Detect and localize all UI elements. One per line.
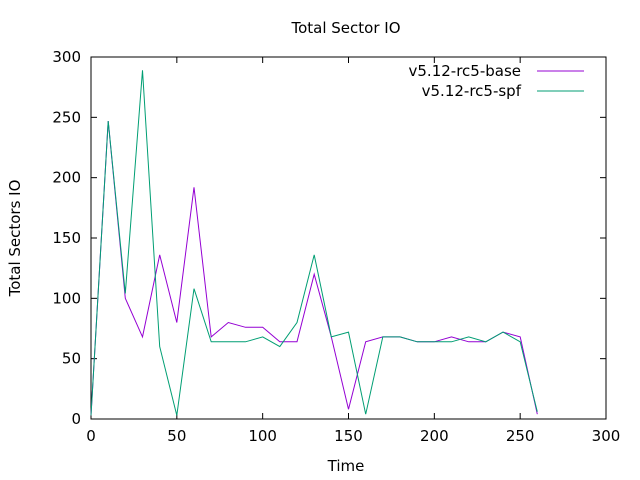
- series-line-2: [90, 70, 538, 416]
- x-tick-label: 0: [86, 427, 96, 445]
- x-tick-label: 250: [506, 427, 535, 445]
- y-tick-label: 50: [62, 350, 81, 368]
- y-tick-label: 0: [71, 410, 81, 428]
- y-tick-label: 150: [52, 229, 81, 247]
- chart-title: Total Sector IO: [290, 19, 400, 37]
- y-tick-label: 250: [52, 108, 81, 126]
- legend-label-2: v5.12-rc5-spf: [422, 82, 522, 100]
- x-tick-label: 100: [248, 427, 277, 445]
- series-layer: [90, 70, 538, 416]
- legend-label-1: v5.12-rc5-base: [409, 62, 522, 80]
- x-axis-label: Time: [327, 457, 365, 475]
- y-tick-label: 200: [52, 169, 81, 187]
- x-tick-label: 50: [167, 427, 186, 445]
- series-line-1: [90, 120, 538, 416]
- x-tick-label: 150: [334, 427, 363, 445]
- axis-ticks: 0 50 100 150 200 250 300 0 50 100 150 200 250 300: [52, 48, 620, 445]
- y-tick-label: 100: [52, 289, 81, 307]
- x-tick-label: 200: [420, 427, 449, 445]
- legend: v5.12-rc5-base v5.12-rc5-spf: [409, 62, 584, 100]
- y-tick-label: 300: [52, 48, 81, 66]
- x-tick-label: 300: [592, 427, 621, 445]
- y-axis-label: Total Sectors IO: [6, 180, 24, 298]
